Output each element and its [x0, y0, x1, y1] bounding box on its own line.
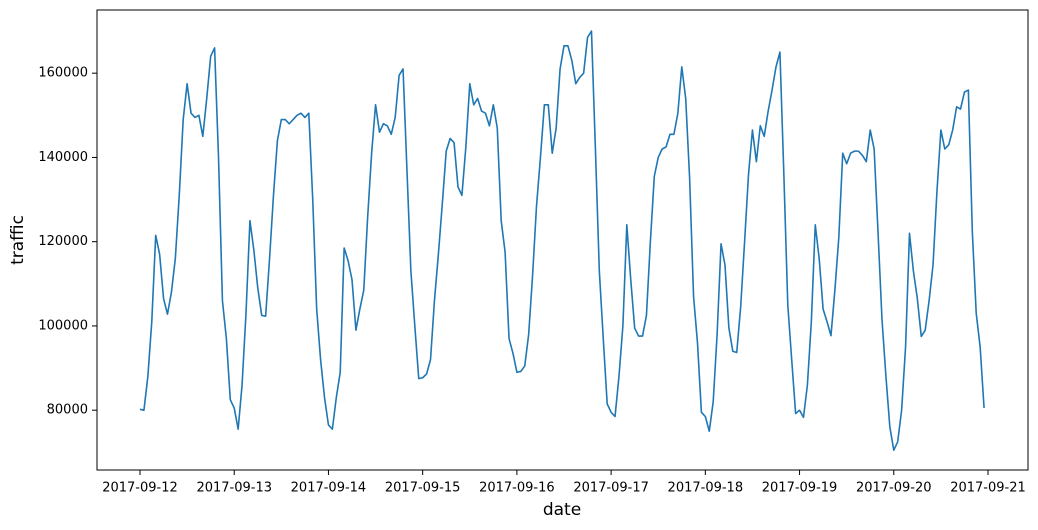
x-tick-label: 2017-09-21	[950, 481, 1026, 496]
x-tick-label: 2017-09-20	[856, 481, 932, 496]
x-tick-label: 2017-09-16	[479, 481, 555, 496]
x-tick-label: 2017-09-14	[291, 481, 367, 496]
x-tick-label: 2017-09-13	[196, 481, 272, 496]
x-tick-label: 2017-09-18	[668, 481, 744, 496]
y-axis-label: traffic	[8, 215, 28, 265]
y-tick-label: 80000	[47, 403, 88, 418]
line-series	[139, 30, 985, 451]
y-tick-label: 160000	[38, 66, 88, 81]
plot-frame	[96, 9, 1029, 471]
y-tick-label: 100000	[38, 318, 88, 333]
x-tick-label: 2017-09-19	[762, 481, 838, 496]
y-tick-label: 120000	[38, 234, 88, 249]
x-tick-label: 2017-09-15	[385, 481, 461, 496]
x-tick-label: 2017-09-12	[102, 481, 178, 496]
y-tick-label: 140000	[38, 150, 88, 165]
x-tick-label: 2017-09-17	[573, 481, 649, 496]
x-axis-label: date	[543, 500, 581, 520]
